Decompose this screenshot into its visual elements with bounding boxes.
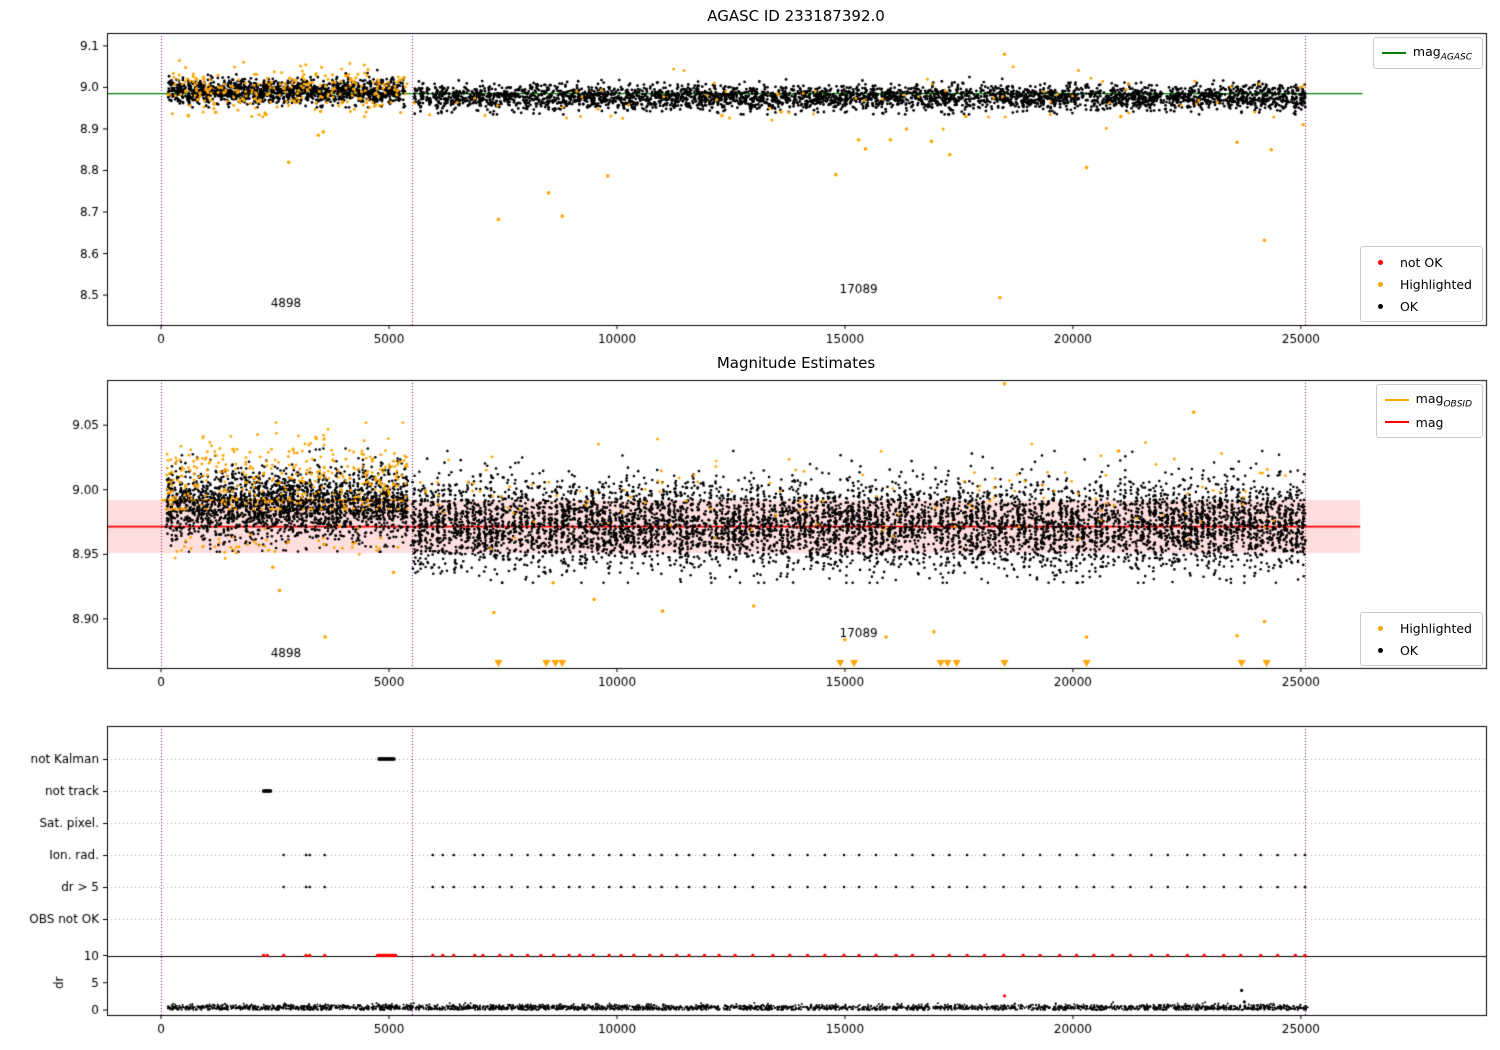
legend-line-marker-icon [1384, 399, 1409, 401]
legend-dot-marker-icon [1369, 647, 1393, 653]
legend-line-marker-icon [1384, 421, 1409, 423]
legend-item: Highlighted [1369, 617, 1472, 639]
chart1-marker-legend: not OK Highlighted OK [1359, 246, 1483, 322]
chart2-title: Magnitude Estimates [716, 354, 876, 372]
chart2-line-legend: magOBSID mag [1375, 384, 1483, 438]
legend-item: OK [1369, 295, 1472, 317]
chart1-line-legend: magAGASC [1372, 37, 1483, 69]
legend-line-marker-icon [1381, 52, 1406, 54]
legend-item: mag [1384, 411, 1472, 433]
legend-label: Highlighted [1399, 620, 1472, 636]
legend-label: OK [1399, 298, 1418, 314]
legend-label: magOBSID [1415, 390, 1472, 410]
legend-item: magOBSID [1384, 389, 1472, 411]
legend-dot-marker-icon [1369, 281, 1393, 287]
legend-item: Highlighted [1369, 273, 1472, 295]
legend-label: not OK [1399, 254, 1443, 270]
legend-dot-marker-icon [1369, 259, 1393, 265]
chart2-marker-legend: Highlighted OK [1359, 612, 1483, 666]
chart1-title: AGASC ID 233187392.0 [707, 7, 885, 25]
legend-label: Highlighted [1399, 276, 1472, 292]
legend-dot-marker-icon [1369, 625, 1393, 631]
legend-item: magAGASC [1381, 42, 1472, 64]
legend-item: not OK [1369, 251, 1472, 273]
legend-item: OK [1369, 639, 1472, 661]
legend-dot-marker-icon [1369, 303, 1393, 309]
legend-label: OK [1399, 642, 1418, 658]
legend-label: mag [1415, 414, 1444, 430]
legend-label: magAGASC [1412, 43, 1472, 63]
